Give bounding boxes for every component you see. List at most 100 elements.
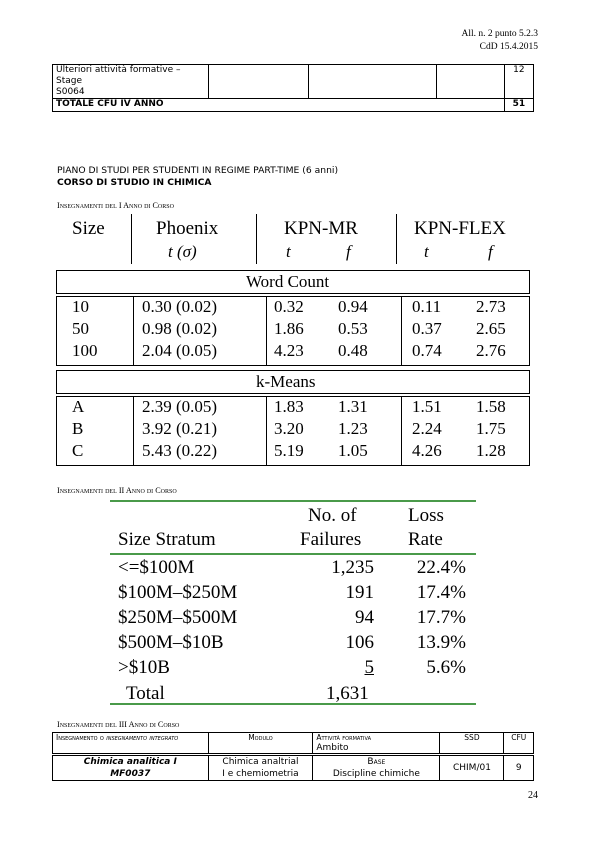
activity-name-line: Ulteriori attività formative – xyxy=(56,65,181,75)
table-cell: 17.7% xyxy=(416,607,466,628)
course-code: MF0037 xyxy=(110,769,151,779)
table-cell: 1.31 xyxy=(338,397,368,416)
table-cell: 0.37 xyxy=(412,319,442,338)
bottom-rule xyxy=(110,703,476,705)
activity-name-cell: Ulteriori attività formative – Stage S00… xyxy=(51,64,210,99)
col-header-kpn-mr: KPN-MR xyxy=(284,218,358,239)
table-cell: 17.4% xyxy=(416,582,466,603)
page-number: 24 xyxy=(528,790,538,801)
total-cfu: 51 xyxy=(503,98,535,112)
section-label-year3: Insegnamenti del III Anno di Corso xyxy=(57,720,180,729)
activity-type: Base xyxy=(367,757,386,767)
col-header-size: Size xyxy=(72,218,105,239)
table-cell: 3.92 (0.21) xyxy=(142,419,218,438)
table-cell: $100M–$250M xyxy=(118,582,238,603)
subheader: t xyxy=(286,242,291,261)
table-cell: 5.43 (0.22) xyxy=(142,441,218,460)
cfu-cell: 12 xyxy=(503,64,535,99)
header-line-1: All. n. 2 punto 5.2.3 xyxy=(461,29,538,39)
table-cell: 1,235 xyxy=(331,557,374,578)
subheader: f xyxy=(488,242,493,261)
table-cell: 2.76 xyxy=(476,341,506,360)
table-cell: 1.28 xyxy=(476,441,506,460)
table-cell: 50 xyxy=(72,319,89,338)
table-cell: 191 xyxy=(345,582,375,603)
table-cell: 5.6% xyxy=(426,657,466,678)
header-attivita: Attività formativa Ambito xyxy=(312,732,441,755)
table-cell: 0.74 xyxy=(412,341,442,360)
table-cell: 1.05 xyxy=(338,441,368,460)
header-no-of: No. of xyxy=(308,505,357,526)
table-cell: 13.9% xyxy=(416,632,466,653)
table-cell: $500M–$10B xyxy=(118,632,224,653)
cfu-cell: 9 xyxy=(503,754,534,781)
col-header-kpn-flex: KPN-FLEX xyxy=(414,218,506,239)
course-name: Chimica analitica I xyxy=(83,757,177,767)
table-cell: 0.94 xyxy=(338,297,368,316)
empty-cell xyxy=(308,64,438,99)
module-line: I e chemiometria xyxy=(222,769,299,779)
total-label: Total xyxy=(126,683,165,704)
table-cell: 0.32 xyxy=(274,297,304,316)
course-table: Insegnamento o insegnamento integrato Mo… xyxy=(52,732,534,781)
table-cell: 1.75 xyxy=(476,419,506,438)
table-cell: 4.23 xyxy=(274,341,304,360)
header-text: Insegnamento o xyxy=(56,733,107,742)
table-cell: 2.39 (0.05) xyxy=(142,397,218,416)
table-cell: 0.98 (0.02) xyxy=(142,319,218,338)
table-cell: <=$100M xyxy=(118,557,195,578)
table-cell: C xyxy=(72,441,84,460)
table-cell: 1.51 xyxy=(412,397,442,416)
top-table: Ulteriori attività formative – Stage S00… xyxy=(51,64,535,112)
table-cell: 1.83 xyxy=(274,397,304,416)
header-modulo: Modulo xyxy=(207,732,314,755)
document-header: All. n. 2 punto 5.2.3 CdD 15.4.2015 xyxy=(461,28,538,54)
activity-code: S0064 xyxy=(56,87,85,97)
activity-name-line: Stage xyxy=(56,76,83,86)
header-text: Attività formativa xyxy=(316,733,371,742)
header-ssd: SSD xyxy=(439,732,505,755)
table-cell: 2.24 xyxy=(412,419,442,438)
table-cell: 3.20 xyxy=(274,419,304,438)
table-cell: 2.04 (0.05) xyxy=(142,341,218,360)
section-label-year2: Insegnamenti del II Anno di Corso xyxy=(57,486,177,495)
ssd-cell: CHIM/01 xyxy=(439,754,505,781)
header-loss: Loss xyxy=(408,505,444,526)
course-name-cell: Chimica analitica I MF0037 xyxy=(52,754,209,781)
table-row: Ulteriori attività formative – Stage S00… xyxy=(51,64,535,99)
failures-table-image: No. of Loss Size Stratum Failures Rate <… xyxy=(110,500,476,705)
table-cell: 0.30 (0.02) xyxy=(142,297,218,316)
activity-area: Discipline chimiche xyxy=(332,769,420,779)
table-cell: 106 xyxy=(345,632,375,653)
performance-table-image: Size Phoenix KPN-MR KPN-FLEX t (σ) t f t… xyxy=(56,214,532,468)
total-label: TOTALE CFU IV ANNO xyxy=(52,98,505,112)
empty-cell xyxy=(436,64,505,99)
table-cell: 2.65 xyxy=(476,319,506,338)
activity-cell: Base Discipline chimiche xyxy=(312,754,441,781)
total-value: 1,631 xyxy=(326,683,369,704)
section-label-year1: Insegnamenti del I Anno di Corso xyxy=(57,201,174,210)
subheader: t xyxy=(424,242,429,261)
table-cell: 4.26 xyxy=(412,441,442,460)
table-cell: 5.19 xyxy=(274,441,304,460)
header-text-italic: insegnamento integrato xyxy=(106,733,179,742)
subheader: f xyxy=(346,242,351,261)
empty-cell xyxy=(208,64,310,99)
module-cell: Chimica analtrial I e chemiometria xyxy=(207,754,314,781)
table-cell: 0.11 xyxy=(412,297,442,316)
col-header-phoenix: Phoenix xyxy=(156,218,219,239)
table-cell: 94 xyxy=(355,607,374,628)
table-cell: 0.53 xyxy=(338,319,368,338)
header-cfu: CFU xyxy=(503,732,534,755)
header-ambito: Ambito xyxy=(316,743,349,753)
group-header-k-means: k-Means xyxy=(256,372,316,391)
table-cell: 1.23 xyxy=(338,419,368,438)
table-row: Insegnamento o insegnamento integrato Mo… xyxy=(52,732,534,755)
group-header-word-count: Word Count xyxy=(246,272,330,291)
table-cell: A xyxy=(72,397,85,416)
table-cell: 1.86 xyxy=(274,319,304,338)
plan-title: PIANO DI STUDI PER STUDENTI IN REGIME PA… xyxy=(57,165,339,176)
table-cell: >$10B xyxy=(118,657,170,678)
plan-title-block: PIANO DI STUDI PER STUDENTI IN REGIME PA… xyxy=(57,165,338,189)
header-failures: Failures xyxy=(300,529,362,550)
